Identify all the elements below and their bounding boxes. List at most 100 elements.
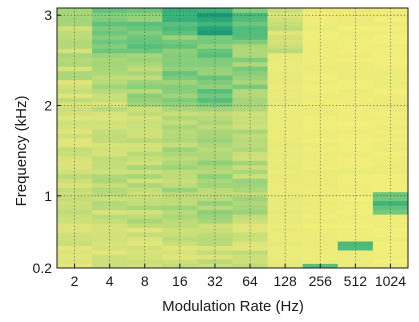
heatmap-cell: [267, 8, 304, 13]
heatmap-cell: [127, 66, 163, 72]
heatmap-cell: [197, 200, 233, 206]
heatmap-cell: [57, 39, 93, 45]
heatmap-cell: [302, 120, 339, 125]
heatmap-cell: [372, 61, 409, 67]
heatmap-cell: [372, 88, 409, 94]
heatmap-cell: [302, 16, 339, 22]
heatmap-cell: [162, 232, 198, 238]
heatmap-cell: [232, 191, 268, 197]
heatmap-cell: [267, 124, 304, 130]
heatmap-cell: [337, 79, 374, 85]
heatmap-cell: [267, 48, 304, 54]
heatmap-cell: [57, 164, 93, 170]
heatmap-cell: [302, 191, 339, 197]
heatmap-cell: [337, 34, 374, 40]
heatmap-cell: [197, 214, 233, 220]
heatmap-cell: [127, 232, 163, 238]
plot-frame: [56, 7, 409, 269]
heatmap-cell: [372, 75, 409, 81]
heatmap-cell: [372, 164, 409, 170]
heatmap-cell: [267, 245, 304, 251]
heatmap-cell: [92, 88, 128, 94]
heatmap-cell: [267, 187, 304, 193]
heatmap-cell: [267, 218, 304, 224]
heatmap-cell: [267, 79, 304, 85]
heatmap-cell: [57, 245, 93, 251]
x-tick-label: 64: [242, 273, 258, 289]
heatmap-cell: [162, 200, 198, 206]
heatmap-cell: [232, 138, 268, 143]
heatmap-cell: [232, 61, 268, 67]
heatmap-cell: [302, 138, 339, 143]
heatmap-cell: [302, 39, 339, 45]
heatmap-cell: [197, 124, 233, 130]
heatmap-cell: [127, 115, 163, 121]
heatmap-cell: [162, 151, 198, 157]
heatmap-cell: [372, 214, 409, 220]
heatmap-cell: [337, 120, 374, 125]
heatmap-cell: [92, 8, 128, 13]
heatmap-cell: [337, 52, 374, 58]
heatmap-cell: [127, 106, 163, 112]
heatmap-cell: [162, 236, 198, 242]
x-tick-label: 16: [172, 273, 188, 289]
heatmap-cell: [302, 236, 339, 242]
heatmap-cell: [92, 93, 128, 99]
heatmap-cell: [92, 146, 128, 152]
heatmap-cell: [372, 187, 409, 193]
heatmap-cell: [372, 25, 409, 31]
heatmap-cell: [372, 120, 409, 125]
heatmap-cell: [372, 250, 409, 255]
heatmap-cell: [302, 173, 339, 179]
heatmap-cell: [267, 236, 304, 242]
heatmap-cell: [267, 164, 304, 170]
heatmap-cell: [267, 151, 304, 157]
heatmap-cell: [267, 25, 304, 31]
heatmap-cell: [232, 16, 268, 22]
heatmap-cell: [127, 34, 163, 40]
heatmap-cell: [162, 102, 198, 108]
x-tick-label: 4: [106, 273, 114, 289]
axis-ticks: 2 4 8 16 32 64 128 256 512 1024 0.2 1 2 3: [33, 7, 407, 289]
heatmap-cell: [57, 16, 93, 22]
heatmap-cell: [232, 259, 268, 264]
heatmap-cell: [302, 75, 339, 81]
heatmap-cell: [372, 236, 409, 242]
y-tick-label: 0.2: [33, 260, 53, 276]
heatmap-cell: [267, 75, 304, 81]
heatmap-cell: [92, 187, 128, 193]
heatmap-cell: [302, 34, 339, 40]
heatmap-cell: [197, 173, 233, 179]
heatmap-cell: [197, 52, 233, 58]
heatmap-cell: [232, 214, 268, 220]
heatmap-cell: [232, 88, 268, 94]
heatmap-cell: [127, 151, 163, 157]
heatmap-cell: [92, 133, 128, 139]
heatmap-cell: [232, 173, 268, 179]
heatmap-cell: [162, 173, 198, 179]
heatmap-cell: [302, 250, 339, 255]
heatmap-cell: [337, 173, 374, 179]
heatmap-cell: [162, 48, 198, 54]
heatmap-cell: [232, 218, 268, 224]
heatmap-cell: [337, 245, 374, 251]
heatmap-cell: [162, 88, 198, 94]
heatmap-cell: [337, 39, 374, 45]
heatmap-cell: [127, 79, 163, 85]
heatmap-cell: [92, 138, 128, 143]
heatmap-cell: [92, 102, 128, 108]
y-tick-label: 3: [44, 7, 52, 23]
heatmap-cell: [92, 205, 128, 211]
heatmap-cell: [92, 34, 128, 40]
heatmap-cell: [92, 25, 128, 31]
heatmap-cell: [127, 187, 163, 193]
heatmap-cell: [372, 191, 409, 197]
heatmap-cell: [267, 250, 304, 255]
y-tick-label: 2: [44, 98, 52, 114]
heatmap-cell: [267, 200, 304, 206]
heatmap-cell: [162, 25, 198, 31]
heatmap-cell: [232, 66, 268, 72]
heatmap-cell: [267, 191, 304, 197]
heatmap-cell: [232, 124, 268, 130]
heatmap-cell: [197, 218, 233, 224]
